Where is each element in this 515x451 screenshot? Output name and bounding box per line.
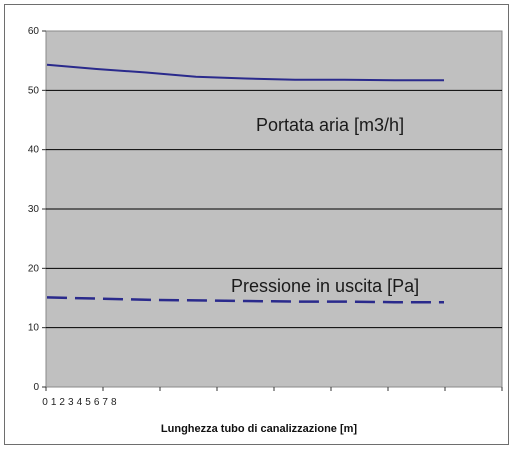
gridlines <box>46 89 502 329</box>
x-tick-label: 5 <box>85 397 91 408</box>
y-tick-label: 50 <box>28 85 40 96</box>
x-tick-label: 2 <box>59 397 65 408</box>
series-label-portata-aria: Portata aria [m3/h] <box>256 115 404 135</box>
x-axis-label: Lunghezza tubo di canalizzazione [m] <box>161 423 358 435</box>
x-tick-label: 3 <box>68 397 74 408</box>
series-line-portata-aria <box>46 63 444 82</box>
x-tick-label: 6 <box>94 397 100 408</box>
y-tick-label: 20 <box>28 263 40 274</box>
y-tick-label: 30 <box>28 204 40 215</box>
x-tick-label: 8 <box>111 397 117 408</box>
y-tick-label: 60 <box>28 26 40 37</box>
y-axis-ticks: 0 10 20 30 40 50 60 <box>28 26 46 393</box>
y-tick-label: 40 <box>28 145 40 156</box>
y-tick-label: 0 <box>33 382 39 393</box>
series-line-pressione-uscita <box>46 296 444 304</box>
x-tick-label: 1 <box>51 397 57 408</box>
series-lines <box>46 63 444 304</box>
x-tick-label: 0 <box>42 397 48 408</box>
series-labels: Portata aria [m3/h] Pressione in uscita [… <box>231 115 419 296</box>
series-label-pressione-uscita: Pressione in uscita [Pa] <box>231 276 419 296</box>
x-tick-label: 4 <box>77 397 83 408</box>
x-tick-label: 7 <box>102 397 108 408</box>
y-tick-label: 10 <box>28 323 40 334</box>
